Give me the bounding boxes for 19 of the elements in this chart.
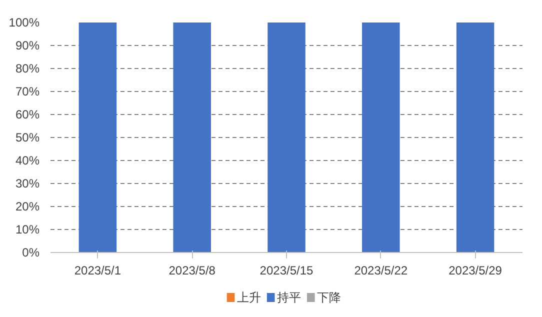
legend-label: 下降 xyxy=(316,290,341,304)
y-tick-label: 30% xyxy=(15,176,40,190)
y-tick-label: 40% xyxy=(15,154,40,168)
legend-label: 上升 xyxy=(236,290,261,304)
x-tick-label: 2023/5/8 xyxy=(168,264,216,278)
y-tick-label: 0% xyxy=(22,246,40,260)
x-tick-label: 2023/5/1 xyxy=(74,264,122,278)
y-tick-label: 70% xyxy=(15,84,40,98)
legend-label: 持平 xyxy=(276,290,301,304)
y-tick-label: 80% xyxy=(15,62,40,76)
x-tick-label: 2023/5/29 xyxy=(448,264,502,278)
y-tick-label: 50% xyxy=(15,130,40,144)
y-tick-label: 60% xyxy=(15,108,40,122)
y-tick-label: 10% xyxy=(15,222,40,236)
x-tick-label: 2023/5/15 xyxy=(260,264,314,278)
y-tick-label: 90% xyxy=(15,38,40,52)
y-tick-label: 100% xyxy=(8,16,40,30)
y-tick-label: 20% xyxy=(15,200,40,214)
x-tick-label: 2023/5/22 xyxy=(354,264,408,278)
